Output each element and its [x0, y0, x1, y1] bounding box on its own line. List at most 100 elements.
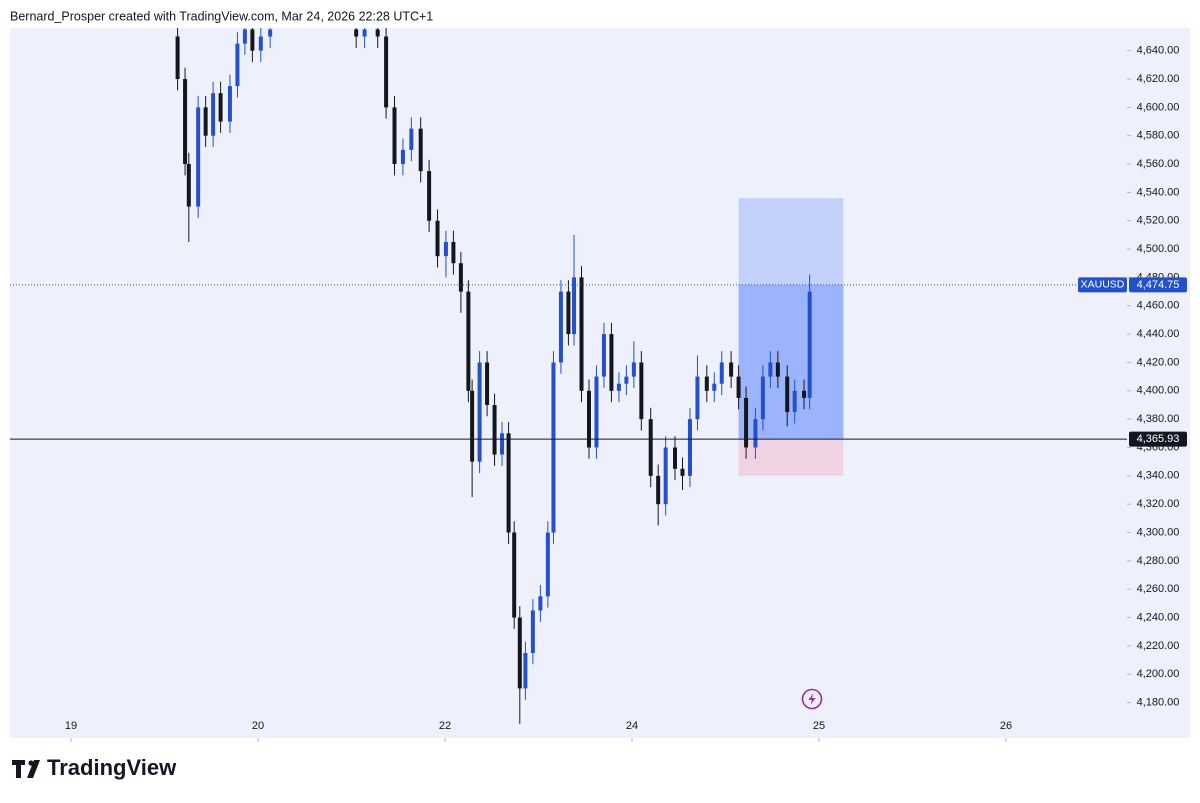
last-price-tag [1129, 277, 1187, 293]
horizontal-line-label: 4,365.93 [1137, 433, 1180, 445]
candle-body [392, 107, 397, 165]
y-tick-label: 4,420.00 [1137, 356, 1180, 368]
candle-body [400, 149, 405, 165]
x-tick-label: 25 [813, 720, 825, 732]
candle-body [545, 532, 550, 597]
candle-body [712, 383, 717, 391]
candle-body [572, 277, 577, 335]
candle-body [203, 107, 208, 136]
candle-body [435, 220, 440, 257]
candle-body [807, 291, 812, 398]
y-tick-label: 4,340.00 [1137, 470, 1180, 482]
candle-body [258, 36, 263, 51]
candle-body [648, 419, 653, 476]
header: Bernard_Prosper created with TradingView… [10, 9, 433, 23]
candle-body [512, 532, 517, 618]
candle-body [211, 93, 216, 136]
candle-body [235, 43, 240, 87]
symbol-tag [1078, 277, 1127, 293]
candle-body [601, 334, 606, 377]
candle-body [409, 128, 414, 150]
candle-body [466, 291, 471, 391]
y-tick-label: 4,280.00 [1137, 555, 1180, 567]
y-tick-label: 4,540.00 [1137, 186, 1180, 198]
candle-body [196, 107, 201, 207]
x-tick-label: 20 [252, 720, 264, 732]
candle-body [768, 362, 773, 377]
candle-body [775, 362, 780, 377]
brand-logo: TradingView [12, 755, 177, 780]
y-tick-label: 4,180.00 [1137, 696, 1180, 708]
candle-body [183, 79, 188, 165]
x-tick-label: 22 [439, 720, 451, 732]
candle-body [729, 362, 734, 377]
candle-body [384, 36, 389, 108]
candle-body [354, 29, 359, 37]
candle-body [558, 291, 563, 363]
candle-body [175, 36, 180, 80]
candle-body [250, 29, 255, 51]
y-tick-label: 4,220.00 [1137, 640, 1180, 652]
y-tick-label: 4,260.00 [1137, 583, 1180, 595]
horizontal-line-tag [1129, 431, 1187, 447]
y-tick-label: 4,520.00 [1137, 215, 1180, 227]
candle-body [538, 596, 543, 611]
candle-body [268, 29, 273, 37]
candle-body [477, 362, 482, 462]
candle-body [639, 362, 644, 420]
candle-body [418, 128, 423, 172]
candle-body [616, 383, 621, 391]
y-tick-label: 4,620.00 [1137, 73, 1180, 85]
y-tick-label: 4,500.00 [1137, 243, 1180, 255]
y-tick-label: 4,600.00 [1137, 101, 1180, 113]
candle-body [218, 93, 223, 122]
candle-body [760, 376, 765, 420]
y-tick-label: 4,240.00 [1137, 611, 1180, 623]
position-progress [738, 284, 844, 440]
candle-body [506, 433, 511, 533]
candle-body [792, 390, 797, 413]
candle-body [500, 433, 505, 455]
candle-body [719, 362, 724, 384]
candle-body [753, 419, 758, 448]
candle-body [566, 291, 571, 335]
candle-body [609, 334, 614, 391]
candle-body [551, 362, 556, 533]
x-tick-label: 19 [65, 720, 77, 732]
axes: 4,180.00 4,200.00 4,220.00 4,240.00 4,260.00… [65, 45, 1187, 742]
candle-body [375, 29, 380, 37]
y-tick-label: 4,200.00 [1137, 668, 1180, 680]
candle-body [663, 447, 668, 505]
candle-body [687, 419, 692, 476]
last-price-label: 4,474.75 [1137, 279, 1180, 291]
candle-body [530, 610, 535, 653]
y-tick-label: 4,640.00 [1137, 45, 1180, 57]
plot-background [10, 28, 1190, 738]
y-tick-label: 4,580.00 [1137, 130, 1180, 142]
lightning-icon [801, 688, 823, 710]
y-tick-label: 4,300.00 [1137, 526, 1180, 538]
plot-area [10, 28, 1125, 724]
candle-body [695, 376, 700, 420]
candle-body [802, 390, 807, 398]
y-tick-label: 4,320.00 [1137, 498, 1180, 510]
candle-body [362, 29, 367, 37]
candle-body [523, 652, 528, 689]
candle-body [785, 376, 790, 413]
candle-body [227, 86, 232, 122]
candle-body [736, 376, 741, 398]
candle-body [485, 362, 490, 405]
candle-body [458, 263, 463, 292]
candle-body [624, 376, 629, 384]
y-tick-label: 4,380.00 [1137, 413, 1180, 425]
y-tick-label: 4,560.00 [1137, 158, 1180, 170]
candle-body [492, 404, 497, 455]
x-tick-label: 26 [1000, 720, 1012, 732]
candle-body [470, 390, 475, 462]
y-tick-label: 4,400.00 [1137, 385, 1180, 397]
candle-body [443, 241, 448, 257]
candle-body [427, 171, 432, 221]
candle-body [680, 468, 685, 476]
